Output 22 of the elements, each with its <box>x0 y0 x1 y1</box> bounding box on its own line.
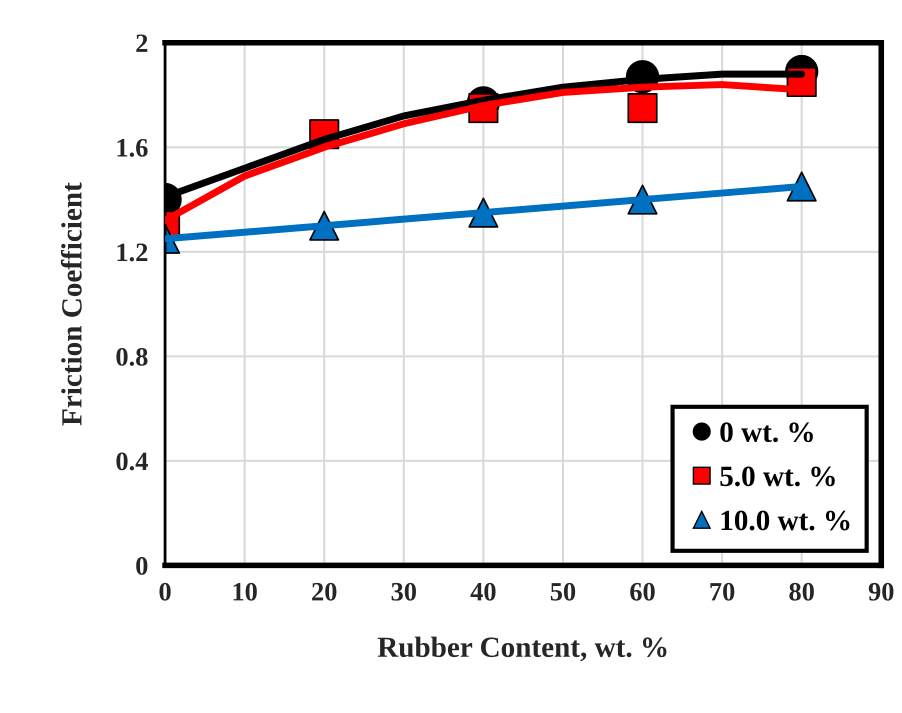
x-tick-label: 0 <box>159 582 171 601</box>
x-tick-label: 70 <box>710 582 734 601</box>
x-tick-label: 50 <box>550 582 576 601</box>
y-tick-label: 0.4 <box>116 452 148 470</box>
y-tick-label: 1.6 <box>118 138 148 157</box>
legend-label: 5.0 wt. % <box>720 466 835 486</box>
point <box>627 93 658 124</box>
y-tick-label: 2 <box>136 34 148 52</box>
y-tick-label: 0 <box>136 557 148 575</box>
y-tick-label: 0.8 <box>116 348 148 366</box>
legend-label: 0 wt. % <box>720 422 813 442</box>
x-tick-label: 80 <box>789 582 814 601</box>
x-tick-label: 30 <box>392 582 416 601</box>
x-tick-label: 40 <box>470 582 496 601</box>
x-axis-title: Rubber Content, wt. % <box>378 636 666 662</box>
x-tick-label: 20 <box>312 582 336 601</box>
y-tick-label: 1.2 <box>118 244 148 262</box>
x-tick-label: 90 <box>868 582 894 601</box>
x-tick-label: 10 <box>234 582 257 601</box>
legend-label: 10.0 wt. % <box>722 510 850 530</box>
y-axis-title: Friction Coefficient <box>60 182 82 426</box>
x-tick-label: 60 <box>630 582 655 601</box>
